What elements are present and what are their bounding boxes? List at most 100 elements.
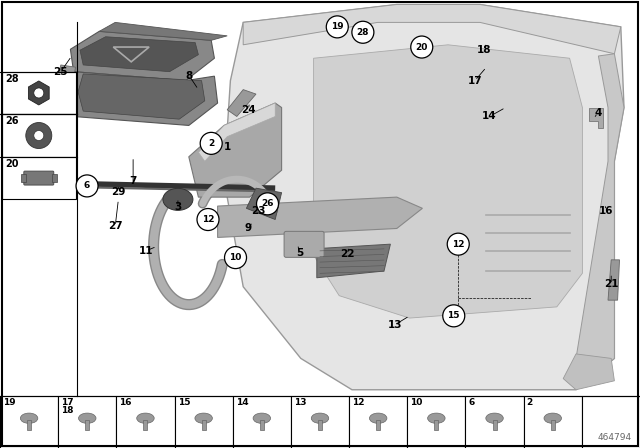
Text: 12: 12 <box>202 215 214 224</box>
Circle shape <box>26 122 52 149</box>
Polygon shape <box>59 65 76 78</box>
FancyBboxPatch shape <box>284 231 324 257</box>
Bar <box>465 396 524 448</box>
Ellipse shape <box>137 413 154 423</box>
Bar <box>349 396 407 448</box>
Text: 9: 9 <box>244 224 252 233</box>
Bar <box>27 420 31 430</box>
Text: 8: 8 <box>186 71 193 81</box>
Bar <box>143 420 147 430</box>
Circle shape <box>443 305 465 327</box>
Polygon shape <box>608 260 620 300</box>
Bar <box>0 396 58 448</box>
Circle shape <box>76 175 98 197</box>
Bar <box>2 157 76 199</box>
Text: 23: 23 <box>252 206 266 215</box>
Circle shape <box>352 21 374 43</box>
Polygon shape <box>243 4 621 54</box>
Text: 21: 21 <box>604 280 618 289</box>
Text: 4: 4 <box>594 108 602 118</box>
Circle shape <box>326 16 348 38</box>
Text: 25: 25 <box>54 67 68 77</box>
Bar <box>175 396 233 448</box>
Circle shape <box>34 88 44 98</box>
Ellipse shape <box>428 413 445 423</box>
Bar <box>21 174 26 182</box>
Text: 26: 26 <box>5 116 19 126</box>
Polygon shape <box>227 90 256 116</box>
Bar <box>376 420 380 430</box>
Polygon shape <box>70 31 214 81</box>
Bar <box>58 396 116 448</box>
Text: 12: 12 <box>452 240 465 249</box>
Text: 13: 13 <box>294 398 307 408</box>
Text: 16: 16 <box>599 206 613 215</box>
Polygon shape <box>246 188 282 220</box>
Text: 11: 11 <box>139 246 153 256</box>
Bar <box>524 396 582 448</box>
Ellipse shape <box>544 413 561 423</box>
Polygon shape <box>314 45 582 318</box>
Text: 14: 14 <box>236 398 248 408</box>
Bar <box>582 396 640 448</box>
Polygon shape <box>70 72 218 125</box>
Bar <box>260 420 264 430</box>
Text: 12: 12 <box>352 398 365 408</box>
Text: 20: 20 <box>5 159 19 169</box>
Text: 17: 17 <box>468 76 482 86</box>
Text: 29: 29 <box>111 187 125 197</box>
Bar <box>551 420 555 430</box>
Text: 20: 20 <box>415 43 428 52</box>
Bar <box>52 174 57 182</box>
Ellipse shape <box>79 413 96 423</box>
Bar <box>116 396 175 448</box>
Text: 19: 19 <box>331 22 344 31</box>
Text: 1: 1 <box>224 142 232 152</box>
Polygon shape <box>78 74 205 119</box>
Text: 14: 14 <box>483 112 497 121</box>
Text: 464794: 464794 <box>598 433 632 442</box>
Bar <box>233 396 291 448</box>
Text: 6: 6 <box>468 398 475 408</box>
Bar <box>85 420 89 430</box>
Text: 26: 26 <box>261 199 274 208</box>
Polygon shape <box>28 81 49 105</box>
Text: 28: 28 <box>5 73 19 84</box>
Text: 18: 18 <box>61 406 74 415</box>
Ellipse shape <box>311 413 329 423</box>
Polygon shape <box>317 244 390 278</box>
Polygon shape <box>589 108 603 128</box>
FancyBboxPatch shape <box>24 171 54 185</box>
Polygon shape <box>224 4 624 390</box>
Ellipse shape <box>20 413 38 423</box>
Text: 5: 5 <box>296 248 303 258</box>
Text: 15: 15 <box>447 311 460 320</box>
Text: 10: 10 <box>410 398 422 408</box>
Bar <box>2 72 76 114</box>
Bar <box>407 396 465 448</box>
Text: 18: 18 <box>477 45 491 55</box>
Text: 27: 27 <box>108 221 122 231</box>
Text: 24: 24 <box>241 105 255 115</box>
Bar <box>318 420 322 430</box>
Text: 3: 3 <box>174 202 182 212</box>
Polygon shape <box>99 22 227 40</box>
Text: 16: 16 <box>120 398 132 408</box>
Ellipse shape <box>163 188 193 211</box>
Polygon shape <box>218 197 422 237</box>
Polygon shape <box>189 103 282 197</box>
Ellipse shape <box>369 413 387 423</box>
Text: 6: 6 <box>84 181 90 190</box>
Text: 10: 10 <box>229 253 242 262</box>
Circle shape <box>200 132 222 155</box>
Bar <box>202 420 205 430</box>
Text: 28: 28 <box>356 28 369 37</box>
Ellipse shape <box>486 413 503 423</box>
Ellipse shape <box>253 413 271 423</box>
Bar <box>291 396 349 448</box>
Text: 15: 15 <box>177 398 190 408</box>
Bar <box>2 114 76 157</box>
Circle shape <box>447 233 469 255</box>
Text: 2: 2 <box>527 398 533 408</box>
Text: 13: 13 <box>388 320 402 330</box>
